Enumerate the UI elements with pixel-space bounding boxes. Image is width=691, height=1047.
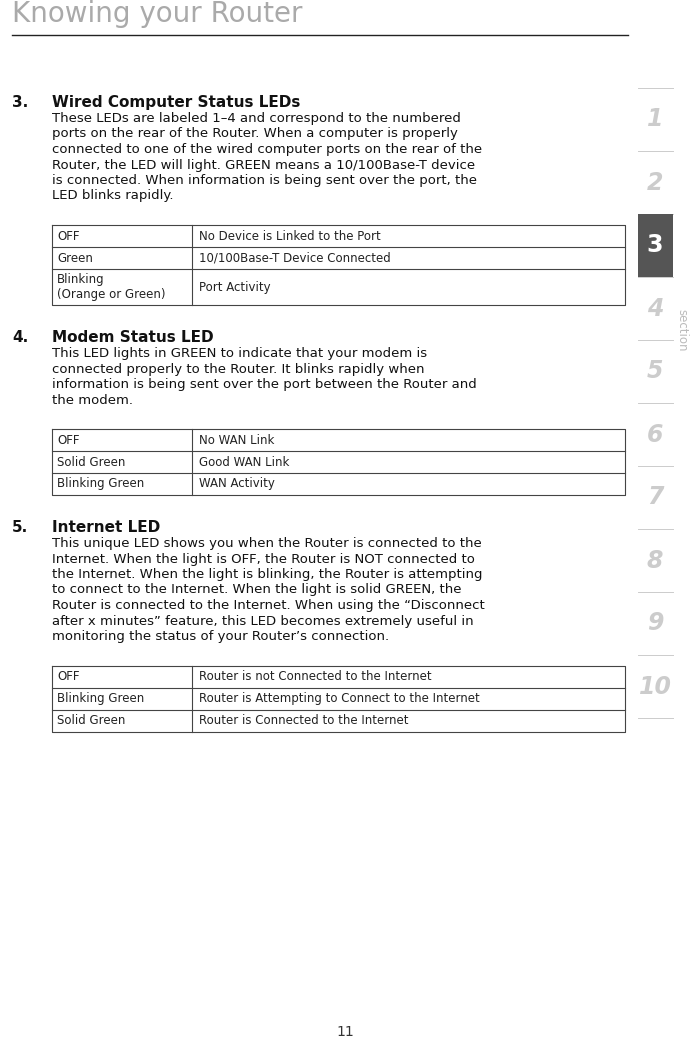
Text: Knowing your Router: Knowing your Router <box>12 0 303 28</box>
Text: This unique LED shows you when the Router is connected to the: This unique LED shows you when the Route… <box>52 537 482 550</box>
Text: OFF: OFF <box>57 433 79 446</box>
Text: Router, the LED will light. GREEN means a 10/100Base-T device: Router, the LED will light. GREEN means … <box>52 158 475 172</box>
Text: connected properly to the Router. It blinks rapidly when: connected properly to the Router. It bli… <box>52 362 424 376</box>
Text: 3: 3 <box>647 233 663 258</box>
Text: Green: Green <box>57 251 93 265</box>
Text: 2: 2 <box>647 171 663 195</box>
Bar <box>638 214 673 277</box>
Text: to connect to the Internet. When the light is solid GREEN, the: to connect to the Internet. When the lig… <box>52 583 462 597</box>
Text: Wired Computer Status LEDs: Wired Computer Status LEDs <box>52 95 301 110</box>
Text: monitoring the status of your Router’s connection.: monitoring the status of your Router’s c… <box>52 630 389 643</box>
Text: No Device is Linked to the Port: No Device is Linked to the Port <box>199 229 381 243</box>
Text: This LED lights in GREEN to indicate that your modem is: This LED lights in GREEN to indicate tha… <box>52 347 427 360</box>
Text: Solid Green: Solid Green <box>57 455 125 468</box>
Text: 3.: 3. <box>12 95 28 110</box>
Text: Router is connected to the Internet. When using the “Disconnect: Router is connected to the Internet. Whe… <box>52 599 485 612</box>
Text: Solid Green: Solid Green <box>57 714 125 727</box>
Text: 7: 7 <box>647 486 663 510</box>
Text: 4: 4 <box>647 296 663 320</box>
Text: 10/100Base-T Device Connected: 10/100Base-T Device Connected <box>199 251 390 265</box>
Text: Modem Status LED: Modem Status LED <box>52 330 214 346</box>
Text: Router is Connected to the Internet: Router is Connected to the Internet <box>199 714 408 727</box>
Text: 5.: 5. <box>12 520 28 535</box>
Text: Router is not Connected to the Internet: Router is not Connected to the Internet <box>199 670 432 683</box>
Text: Good WAN Link: Good WAN Link <box>199 455 290 468</box>
Text: 4.: 4. <box>12 330 28 346</box>
Text: 8: 8 <box>647 549 663 573</box>
Text: 10: 10 <box>638 674 672 698</box>
Text: the Internet. When the light is blinking, the Router is attempting: the Internet. When the light is blinking… <box>52 569 482 581</box>
Text: Port Activity: Port Activity <box>199 281 271 293</box>
Text: Internet LED: Internet LED <box>52 520 160 535</box>
Text: Blinking Green: Blinking Green <box>57 692 144 705</box>
Text: LED blinks rapidly.: LED blinks rapidly. <box>52 190 173 202</box>
Text: These LEDs are labeled 1–4 and correspond to the numbered: These LEDs are labeled 1–4 and correspon… <box>52 112 461 125</box>
Text: 1: 1 <box>647 108 663 132</box>
Text: OFF: OFF <box>57 229 79 243</box>
Text: 9: 9 <box>647 611 663 636</box>
Text: ports on the rear of the Router. When a computer is properly: ports on the rear of the Router. When a … <box>52 128 458 140</box>
Text: 5: 5 <box>647 359 663 383</box>
Text: Blinking Green: Blinking Green <box>57 477 144 490</box>
Text: the modem.: the modem. <box>52 394 133 406</box>
Text: WAN Activity: WAN Activity <box>199 477 275 490</box>
Text: after x minutes” feature, this LED becomes extremely useful in: after x minutes” feature, this LED becom… <box>52 615 473 627</box>
Text: is connected. When information is being sent over the port, the: is connected. When information is being … <box>52 174 477 187</box>
Text: OFF: OFF <box>57 670 79 683</box>
Text: 6: 6 <box>647 423 663 446</box>
Text: Blinking
(Orange or Green): Blinking (Orange or Green) <box>57 273 166 300</box>
Text: 11: 11 <box>336 1025 354 1039</box>
Text: No WAN Link: No WAN Link <box>199 433 274 446</box>
Text: information is being sent over the port between the Router and: information is being sent over the port … <box>52 378 477 391</box>
Text: Router is Attempting to Connect to the Internet: Router is Attempting to Connect to the I… <box>199 692 480 705</box>
Text: section: section <box>676 309 688 351</box>
Text: Internet. When the light is OFF, the Router is NOT connected to: Internet. When the light is OFF, the Rou… <box>52 553 475 565</box>
Text: connected to one of the wired computer ports on the rear of the: connected to one of the wired computer p… <box>52 143 482 156</box>
